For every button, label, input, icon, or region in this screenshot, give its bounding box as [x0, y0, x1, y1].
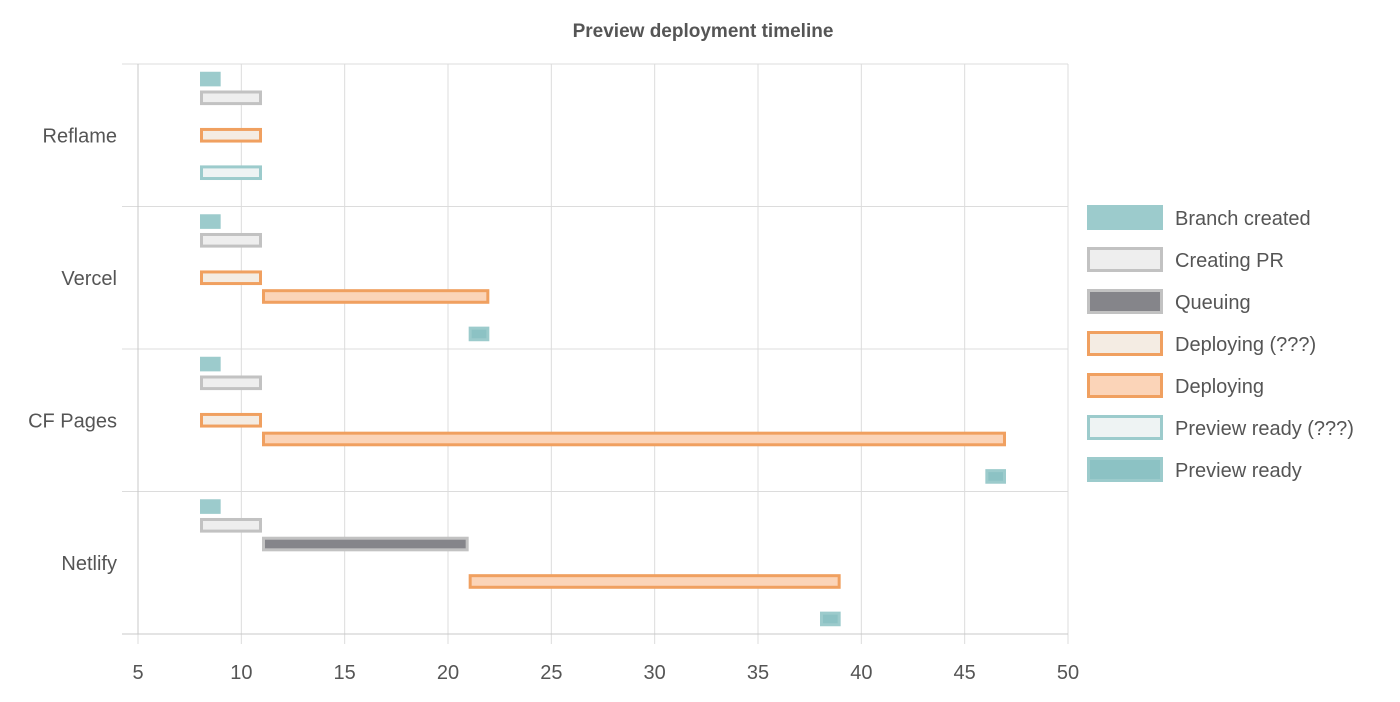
bar[interactable]: [200, 356, 221, 372]
legend-label[interactable]: Preview ready: [1175, 460, 1302, 482]
bar[interactable]: [262, 536, 469, 552]
x-tick-label: 20: [437, 662, 459, 684]
legend-swatch[interactable]: [1087, 247, 1163, 272]
bar[interactable]: [262, 289, 490, 304]
x-tick-label: 40: [850, 662, 872, 684]
legend-label[interactable]: Queuing: [1175, 292, 1251, 314]
x-tick-label: 50: [1057, 662, 1079, 684]
bar[interactable]: [200, 232, 262, 248]
category-label: Reflame: [43, 125, 117, 147]
bar[interactable]: [200, 127, 262, 143]
legend-swatch[interactable]: [1087, 289, 1163, 314]
category-label: CF Pages: [28, 410, 117, 432]
bar[interactable]: [468, 574, 841, 589]
bar[interactable]: [200, 165, 262, 181]
category-label: Netlify: [61, 553, 117, 575]
axes: 5 10 15 20 25 30 35 40 45 50 Reflame Vercel CF Pages…: [28, 64, 1079, 684]
chart-title: Preview deployment timeline: [573, 21, 834, 42]
bar[interactable]: [200, 517, 262, 533]
legend-swatch[interactable]: [1087, 331, 1163, 356]
bar[interactable]: [200, 375, 262, 391]
bar[interactable]: [200, 214, 221, 229]
legend-swatch[interactable]: [1087, 205, 1163, 230]
legend-swatch[interactable]: [1087, 415, 1163, 440]
bar[interactable]: [200, 412, 262, 428]
legend-label[interactable]: Branch created: [1175, 208, 1311, 230]
legend-label[interactable]: Preview ready (???): [1175, 418, 1354, 440]
legend-label[interactable]: Deploying (???): [1175, 334, 1316, 356]
x-tick-label: 15: [334, 662, 356, 684]
legend[interactable]: Branch created Creating PR Queuing Deployin…: [1087, 205, 1354, 483]
x-tick-label: 45: [954, 662, 976, 684]
legend-swatch[interactable]: [1087, 373, 1163, 398]
x-tick-label: 10: [230, 662, 252, 684]
legend-label[interactable]: Deploying: [1175, 376, 1264, 398]
category-label: Vercel: [61, 268, 117, 290]
bar[interactable]: [200, 499, 221, 514]
x-tick-label: 30: [644, 662, 666, 684]
x-tick-label: 25: [540, 662, 562, 684]
bar[interactable]: [262, 431, 1006, 447]
bars: [200, 71, 1006, 627]
bar[interactable]: [468, 326, 490, 342]
bar[interactable]: [200, 90, 262, 106]
x-tick-label: 35: [747, 662, 769, 684]
bar[interactable]: [200, 71, 221, 87]
bar[interactable]: [820, 611, 841, 627]
bar[interactable]: [200, 270, 262, 286]
legend-label[interactable]: Creating PR: [1175, 250, 1284, 272]
x-tick-label: 5: [132, 662, 143, 684]
grid: [122, 63, 1069, 644]
legend-swatch[interactable]: [1087, 457, 1163, 482]
bar[interactable]: [985, 469, 1006, 484]
